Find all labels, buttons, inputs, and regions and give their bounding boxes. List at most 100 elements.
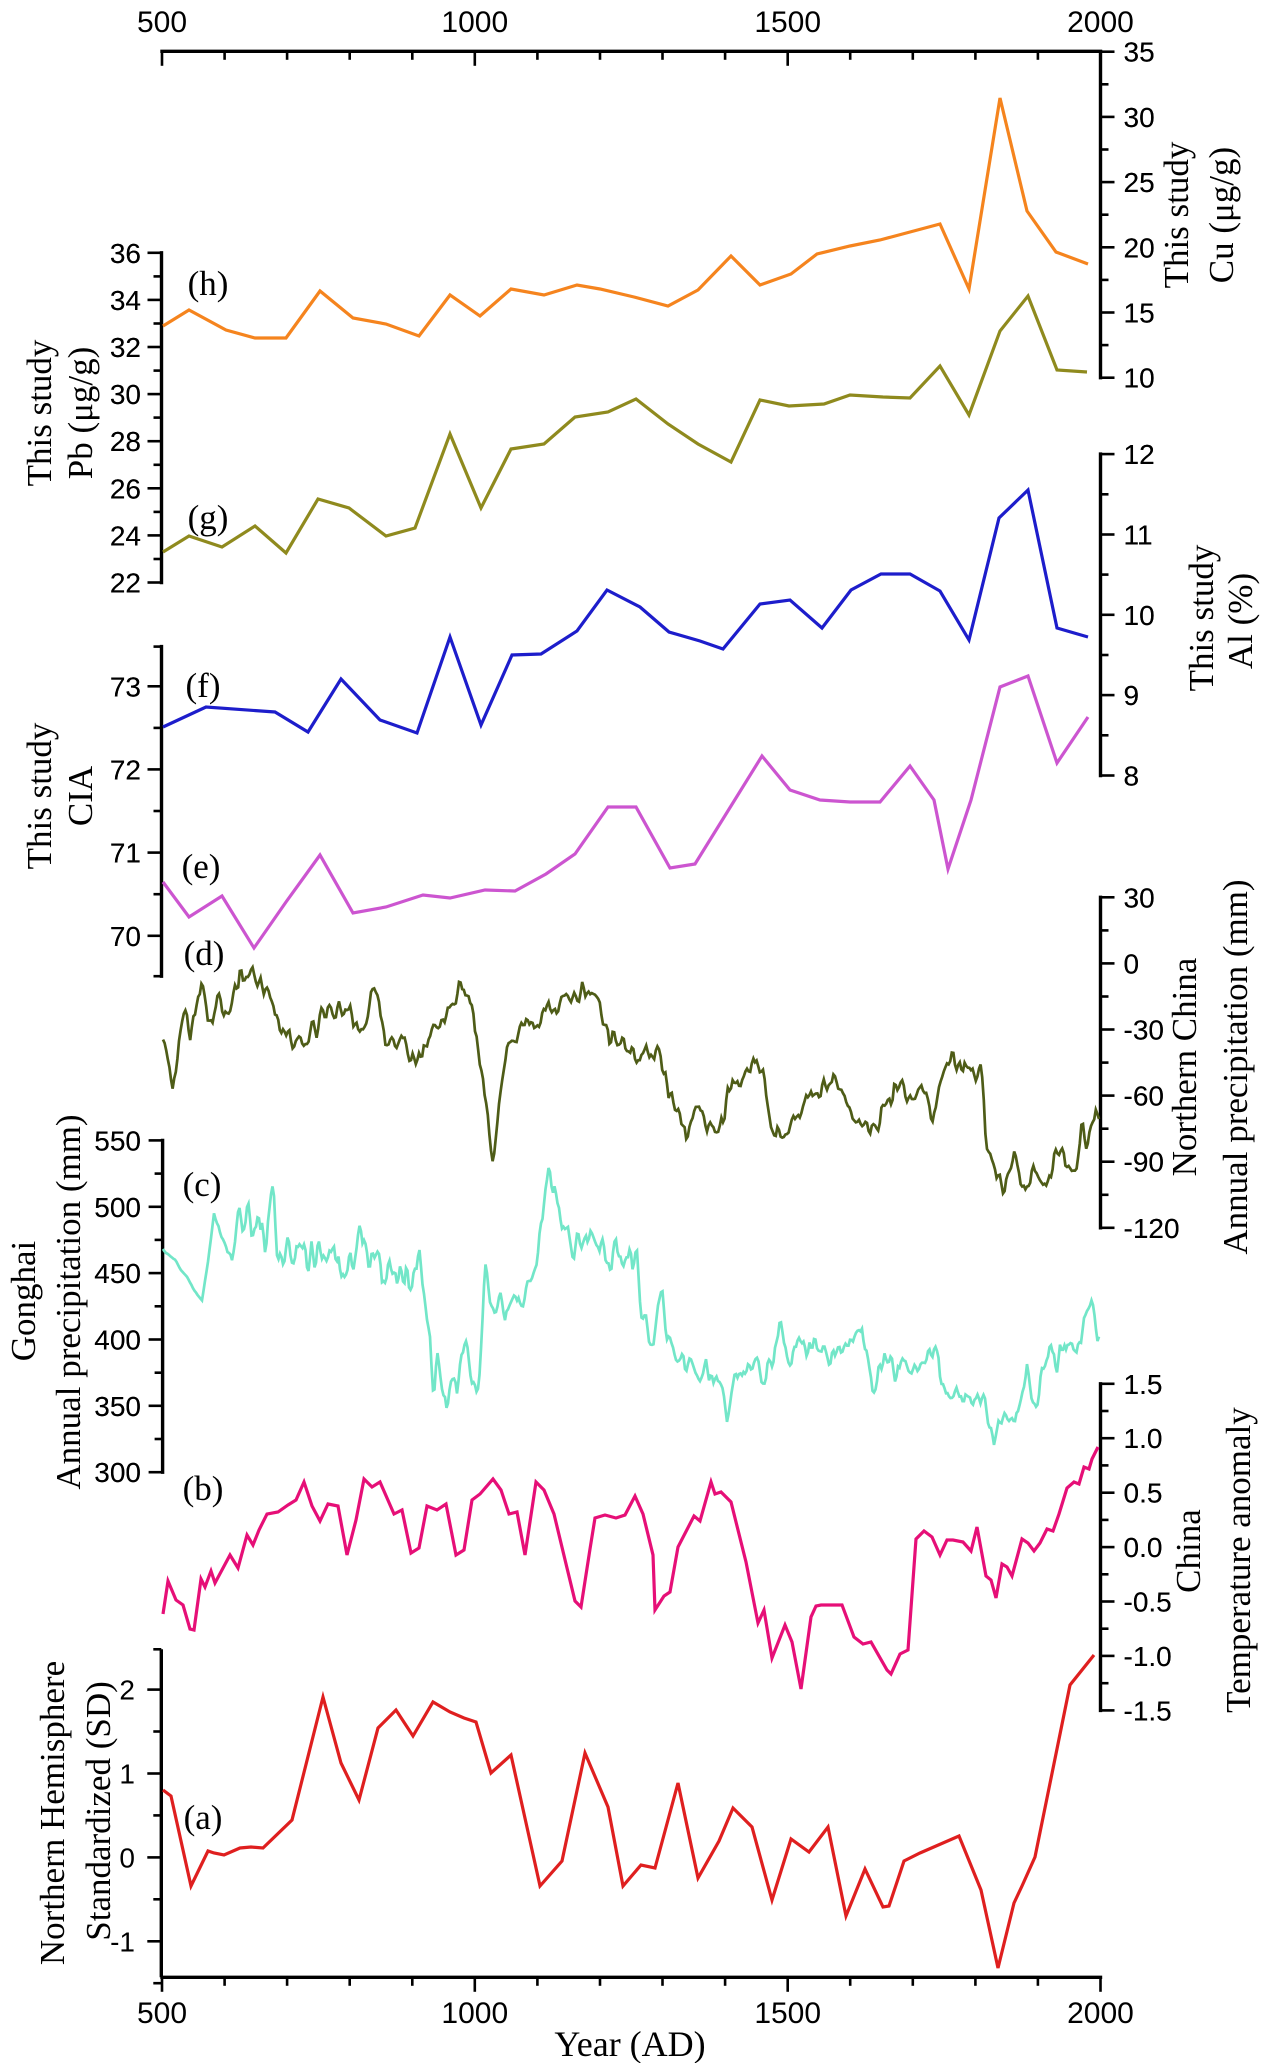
svg-text:This study: This study xyxy=(20,339,59,486)
svg-text:12: 12 xyxy=(1124,439,1155,470)
svg-text:500: 500 xyxy=(94,1192,141,1223)
svg-text:10: 10 xyxy=(1124,600,1155,631)
svg-text:-60: -60 xyxy=(1124,1081,1164,1112)
svg-text:Cu (μg/g): Cu (μg/g) xyxy=(1202,147,1241,283)
svg-text:Northern Hemisphere: Northern Hemisphere xyxy=(33,1661,72,1965)
svg-text:0: 0 xyxy=(1124,948,1140,979)
svg-text:70: 70 xyxy=(110,921,141,952)
svg-text:1.0: 1.0 xyxy=(1124,1423,1163,1454)
svg-text:-1.5: -1.5 xyxy=(1124,1695,1172,1726)
svg-text:450: 450 xyxy=(94,1258,141,1289)
svg-text:26: 26 xyxy=(110,473,141,504)
svg-text:350: 350 xyxy=(94,1391,141,1422)
svg-text:550: 550 xyxy=(94,1125,141,1156)
svg-text:(f): (f) xyxy=(186,666,221,705)
svg-text:22: 22 xyxy=(110,568,141,599)
svg-text:25: 25 xyxy=(1124,167,1155,198)
svg-text:1000: 1000 xyxy=(441,1997,508,2030)
svg-text:Gonghai: Gonghai xyxy=(4,1240,43,1361)
svg-text:28: 28 xyxy=(110,426,141,457)
svg-text:36: 36 xyxy=(110,238,141,269)
svg-text:72: 72 xyxy=(110,754,141,785)
svg-text:1.5: 1.5 xyxy=(1124,1369,1163,1400)
svg-text:-90: -90 xyxy=(1124,1147,1164,1178)
svg-text:8: 8 xyxy=(1124,761,1140,792)
svg-text:32: 32 xyxy=(110,332,141,363)
svg-text:400: 400 xyxy=(94,1325,141,1356)
svg-text:-60: -60 xyxy=(1124,1081,1164,1112)
svg-text:30: 30 xyxy=(1124,882,1155,913)
svg-text:0: 0 xyxy=(119,1842,135,1873)
svg-text:500: 500 xyxy=(94,1192,141,1223)
svg-text:26: 26 xyxy=(110,473,141,504)
svg-text:0: 0 xyxy=(1124,948,1140,979)
svg-text:30: 30 xyxy=(1124,102,1155,133)
svg-text:-120: -120 xyxy=(1124,1213,1180,1244)
svg-text:1: 1 xyxy=(119,1759,135,1790)
svg-text:-0.5: -0.5 xyxy=(1124,1587,1172,1618)
svg-text:32: 32 xyxy=(110,332,141,363)
svg-text:2: 2 xyxy=(119,1675,135,1706)
svg-text:70: 70 xyxy=(110,921,141,952)
svg-text:550: 550 xyxy=(94,1125,141,1156)
svg-text:(h): (h) xyxy=(188,264,229,303)
svg-text:Northern China: Northern China xyxy=(1165,957,1204,1176)
svg-text:-90: -90 xyxy=(1124,1147,1164,1178)
svg-text:24: 24 xyxy=(110,520,141,551)
svg-text:24: 24 xyxy=(110,520,141,551)
svg-text:34: 34 xyxy=(110,285,141,316)
svg-text:20: 20 xyxy=(1124,232,1155,263)
svg-text:1500: 1500 xyxy=(754,1997,821,2030)
svg-text:12: 12 xyxy=(1124,439,1155,470)
svg-text:Temperature anomaly: Temperature anomaly xyxy=(1219,1407,1258,1713)
svg-text:Al (%): Al (%) xyxy=(1221,573,1260,669)
svg-text:(e): (e) xyxy=(182,847,221,886)
svg-text:34: 34 xyxy=(110,285,141,316)
svg-text:-1.0: -1.0 xyxy=(1124,1641,1172,1672)
svg-text:2000: 2000 xyxy=(1067,1997,1134,2030)
svg-text:0.5: 0.5 xyxy=(1124,1478,1163,1509)
svg-text:30: 30 xyxy=(110,379,141,410)
svg-text:-1.5: -1.5 xyxy=(1124,1695,1172,1726)
svg-text:71: 71 xyxy=(110,838,141,869)
svg-text:25: 25 xyxy=(1124,167,1155,198)
svg-text:Pb (μg/g): Pb (μg/g) xyxy=(61,347,100,480)
svg-text:300: 300 xyxy=(94,1457,141,1488)
svg-text:China: China xyxy=(1169,1509,1208,1593)
svg-text:73: 73 xyxy=(110,671,141,702)
svg-text:9: 9 xyxy=(1124,680,1140,711)
svg-text:(a): (a) xyxy=(184,1798,223,1837)
svg-text:Annual precipitation (mm): Annual precipitation (mm) xyxy=(49,1114,88,1489)
svg-text:15: 15 xyxy=(1124,298,1155,329)
svg-text:1.5: 1.5 xyxy=(1124,1369,1163,1400)
svg-text:22: 22 xyxy=(110,568,141,599)
svg-text:-120: -120 xyxy=(1124,1213,1180,1244)
svg-text:This study: This study xyxy=(1182,544,1221,691)
svg-text:20: 20 xyxy=(1124,232,1155,263)
svg-text:8: 8 xyxy=(1124,761,1140,792)
svg-text:71: 71 xyxy=(110,838,141,869)
svg-text:Annual precipitation (mm): Annual precipitation (mm) xyxy=(1216,879,1255,1254)
svg-text:This study: This study xyxy=(1157,141,1196,288)
svg-text:400: 400 xyxy=(94,1325,141,1356)
svg-text:CIA: CIA xyxy=(61,765,100,826)
svg-text:30: 30 xyxy=(1124,882,1155,913)
svg-text:This study: This study xyxy=(20,722,59,869)
svg-text:2000: 2000 xyxy=(1067,6,1134,39)
svg-text:73: 73 xyxy=(110,671,141,702)
svg-text:30: 30 xyxy=(110,379,141,410)
svg-text:1.0: 1.0 xyxy=(1124,1423,1163,1454)
svg-text:-1.0: -1.0 xyxy=(1124,1641,1172,1672)
svg-text:0.0: 0.0 xyxy=(1124,1532,1163,1563)
svg-text:0.5: 0.5 xyxy=(1124,1478,1163,1509)
svg-text:(g): (g) xyxy=(188,498,229,537)
svg-text:-1: -1 xyxy=(110,1926,135,1957)
svg-text:36: 36 xyxy=(110,238,141,269)
svg-text:11: 11 xyxy=(1124,520,1153,551)
svg-text:-0.5: -0.5 xyxy=(1124,1587,1172,1618)
svg-text:-30: -30 xyxy=(1124,1015,1164,1046)
svg-text:28: 28 xyxy=(110,426,141,457)
svg-text:500: 500 xyxy=(137,1997,187,2030)
svg-text:0.0: 0.0 xyxy=(1124,1532,1163,1563)
svg-text:30: 30 xyxy=(1124,102,1155,133)
